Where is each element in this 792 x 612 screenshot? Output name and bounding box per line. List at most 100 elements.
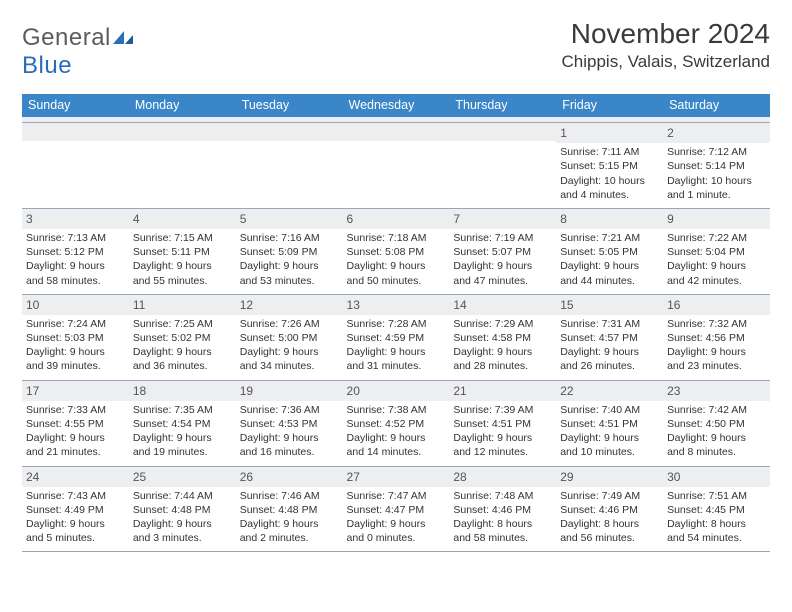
day-details: Sunrise: 7:15 AMSunset: 5:11 PMDaylight:…: [129, 229, 236, 294]
location-text: Chippis, Valais, Switzerland: [562, 52, 771, 72]
calendar-empty-cell: [22, 123, 129, 209]
day-number: 27: [343, 467, 450, 487]
calendar-week-row: 3Sunrise: 7:13 AMSunset: 5:12 PMDaylight…: [22, 208, 770, 294]
day-number: 17: [22, 381, 129, 401]
day-details: Sunrise: 7:40 AMSunset: 4:51 PMDaylight:…: [556, 401, 663, 466]
calendar-day-cell: 9Sunrise: 7:22 AMSunset: 5:04 PMDaylight…: [663, 208, 770, 294]
day-details: Sunrise: 7:13 AMSunset: 5:12 PMDaylight:…: [22, 229, 129, 294]
day-details: Sunrise: 7:44 AMSunset: 4:48 PMDaylight:…: [129, 487, 236, 552]
day-of-week-header: Wednesday: [343, 94, 450, 117]
day-details: Sunrise: 7:12 AMSunset: 5:14 PMDaylight:…: [663, 143, 770, 208]
day-details: Sunrise: 7:11 AMSunset: 5:15 PMDaylight:…: [556, 143, 663, 208]
day-details: Sunrise: 7:24 AMSunset: 5:03 PMDaylight:…: [22, 315, 129, 380]
brand-text-gray: General: [22, 24, 111, 51]
calendar-day-cell: 7Sunrise: 7:19 AMSunset: 5:07 PMDaylight…: [449, 208, 556, 294]
calendar-day-cell: 27Sunrise: 7:47 AMSunset: 4:47 PMDayligh…: [343, 466, 450, 552]
calendar-day-cell: 11Sunrise: 7:25 AMSunset: 5:02 PMDayligh…: [129, 294, 236, 380]
day-details: Sunrise: 7:18 AMSunset: 5:08 PMDaylight:…: [343, 229, 450, 294]
day-number: 12: [236, 295, 343, 315]
calendar-empty-cell: [129, 123, 236, 209]
day-number: 26: [236, 467, 343, 487]
day-details: Sunrise: 7:49 AMSunset: 4:46 PMDaylight:…: [556, 487, 663, 552]
day-number: 5: [236, 209, 343, 229]
calendar-empty-cell: [236, 123, 343, 209]
calendar-table: SundayMondayTuesdayWednesdayThursdayFrid…: [22, 94, 770, 552]
day-number: 4: [129, 209, 236, 229]
calendar-day-cell: 20Sunrise: 7:38 AMSunset: 4:52 PMDayligh…: [343, 380, 450, 466]
day-number: 9: [663, 209, 770, 229]
day-number: 2: [663, 123, 770, 143]
day-number: 1: [556, 123, 663, 143]
day-number: 22: [556, 381, 663, 401]
day-details: Sunrise: 7:26 AMSunset: 5:00 PMDaylight:…: [236, 315, 343, 380]
day-number: 8: [556, 209, 663, 229]
brand-text-blue: Blue: [22, 52, 72, 79]
day-number: 18: [129, 381, 236, 401]
day-details: Sunrise: 7:51 AMSunset: 4:45 PMDaylight:…: [663, 487, 770, 552]
calendar-week-row: 24Sunrise: 7:43 AMSunset: 4:49 PMDayligh…: [22, 466, 770, 552]
day-number: 19: [236, 381, 343, 401]
day-details: Sunrise: 7:16 AMSunset: 5:09 PMDaylight:…: [236, 229, 343, 294]
calendar-day-cell: 10Sunrise: 7:24 AMSunset: 5:03 PMDayligh…: [22, 294, 129, 380]
calendar-day-cell: 29Sunrise: 7:49 AMSunset: 4:46 PMDayligh…: [556, 466, 663, 552]
day-of-week-header: Saturday: [663, 94, 770, 117]
day-details: Sunrise: 7:48 AMSunset: 4:46 PMDaylight:…: [449, 487, 556, 552]
day-number: 21: [449, 381, 556, 401]
calendar-day-cell: 28Sunrise: 7:48 AMSunset: 4:46 PMDayligh…: [449, 466, 556, 552]
calendar-day-cell: 4Sunrise: 7:15 AMSunset: 5:11 PMDaylight…: [129, 208, 236, 294]
day-details: Sunrise: 7:39 AMSunset: 4:51 PMDaylight:…: [449, 401, 556, 466]
calendar-day-cell: 14Sunrise: 7:29 AMSunset: 4:58 PMDayligh…: [449, 294, 556, 380]
day-details: Sunrise: 7:35 AMSunset: 4:54 PMDaylight:…: [129, 401, 236, 466]
day-details: Sunrise: 7:38 AMSunset: 4:52 PMDaylight:…: [343, 401, 450, 466]
title-block: November 2024 Chippis, Valais, Switzerla…: [562, 18, 771, 72]
day-number: 23: [663, 381, 770, 401]
calendar-empty-cell: [449, 123, 556, 209]
day-details: Sunrise: 7:28 AMSunset: 4:59 PMDaylight:…: [343, 315, 450, 380]
calendar-day-cell: 16Sunrise: 7:32 AMSunset: 4:56 PMDayligh…: [663, 294, 770, 380]
day-details: Sunrise: 7:42 AMSunset: 4:50 PMDaylight:…: [663, 401, 770, 466]
brand-text: General Blue: [22, 24, 135, 80]
calendar-day-cell: 22Sunrise: 7:40 AMSunset: 4:51 PMDayligh…: [556, 380, 663, 466]
month-title: November 2024: [562, 18, 771, 50]
calendar-day-cell: 26Sunrise: 7:46 AMSunset: 4:48 PMDayligh…: [236, 466, 343, 552]
day-number: 15: [556, 295, 663, 315]
day-number: 25: [129, 467, 236, 487]
day-number: 14: [449, 295, 556, 315]
day-number: 13: [343, 295, 450, 315]
day-of-week-row: SundayMondayTuesdayWednesdayThursdayFrid…: [22, 94, 770, 117]
calendar-week-row: 17Sunrise: 7:33 AMSunset: 4:55 PMDayligh…: [22, 380, 770, 466]
calendar-day-cell: 5Sunrise: 7:16 AMSunset: 5:09 PMDaylight…: [236, 208, 343, 294]
day-number: 29: [556, 467, 663, 487]
calendar-body: 1Sunrise: 7:11 AMSunset: 5:15 PMDaylight…: [22, 117, 770, 552]
calendar-empty-cell: [343, 123, 450, 209]
day-details: Sunrise: 7:47 AMSunset: 4:47 PMDaylight:…: [343, 487, 450, 552]
calendar-day-cell: 24Sunrise: 7:43 AMSunset: 4:49 PMDayligh…: [22, 466, 129, 552]
calendar-day-cell: 8Sunrise: 7:21 AMSunset: 5:05 PMDaylight…: [556, 208, 663, 294]
brand-sail-icon: [113, 24, 135, 52]
brand-logo: General Blue: [22, 24, 135, 80]
day-of-week-header: Monday: [129, 94, 236, 117]
day-details: Sunrise: 7:43 AMSunset: 4:49 PMDaylight:…: [22, 487, 129, 552]
day-number: 20: [343, 381, 450, 401]
calendar-day-cell: 19Sunrise: 7:36 AMSunset: 4:53 PMDayligh…: [236, 380, 343, 466]
day-of-week-header: Thursday: [449, 94, 556, 117]
day-details: Sunrise: 7:36 AMSunset: 4:53 PMDaylight:…: [236, 401, 343, 466]
day-details: Sunrise: 7:33 AMSunset: 4:55 PMDaylight:…: [22, 401, 129, 466]
calendar-day-cell: 6Sunrise: 7:18 AMSunset: 5:08 PMDaylight…: [343, 208, 450, 294]
calendar-day-cell: 3Sunrise: 7:13 AMSunset: 5:12 PMDaylight…: [22, 208, 129, 294]
calendar-day-cell: 18Sunrise: 7:35 AMSunset: 4:54 PMDayligh…: [129, 380, 236, 466]
day-number: 10: [22, 295, 129, 315]
day-details: Sunrise: 7:32 AMSunset: 4:56 PMDaylight:…: [663, 315, 770, 380]
header: General Blue November 2024 Chippis, Vala…: [22, 18, 770, 80]
calendar-day-cell: 30Sunrise: 7:51 AMSunset: 4:45 PMDayligh…: [663, 466, 770, 552]
calendar-day-cell: 23Sunrise: 7:42 AMSunset: 4:50 PMDayligh…: [663, 380, 770, 466]
day-number: 3: [22, 209, 129, 229]
calendar-day-cell: 12Sunrise: 7:26 AMSunset: 5:00 PMDayligh…: [236, 294, 343, 380]
calendar-day-cell: 13Sunrise: 7:28 AMSunset: 4:59 PMDayligh…: [343, 294, 450, 380]
day-of-week-header: Friday: [556, 94, 663, 117]
day-details: Sunrise: 7:25 AMSunset: 5:02 PMDaylight:…: [129, 315, 236, 380]
day-number: 28: [449, 467, 556, 487]
calendar-day-cell: 25Sunrise: 7:44 AMSunset: 4:48 PMDayligh…: [129, 466, 236, 552]
day-number: 6: [343, 209, 450, 229]
day-number: 24: [22, 467, 129, 487]
